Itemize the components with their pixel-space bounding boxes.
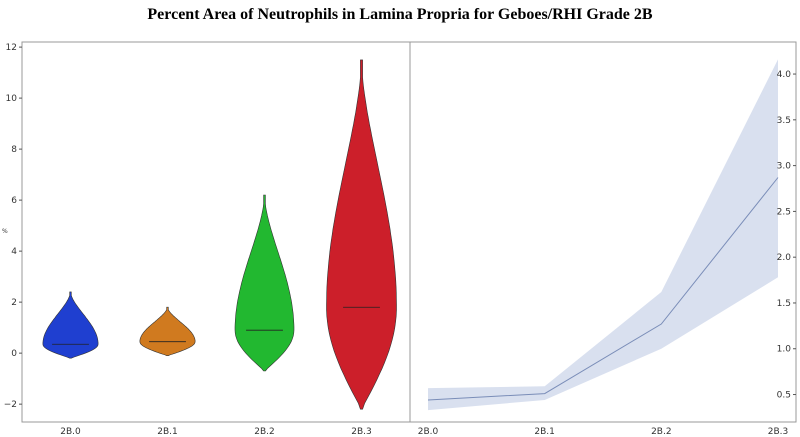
right-y-tick-label: 0.5 <box>777 391 791 401</box>
right-y-tick-label: 3.5 <box>777 116 791 126</box>
right-x-tick-label: 2B.0 <box>418 427 439 437</box>
y-tick-label: 0 <box>11 349 17 359</box>
y-tick-label: 10 <box>6 94 18 104</box>
violin-2B.3 <box>326 59 397 410</box>
right-x-tick-label: 2B.3 <box>768 427 789 437</box>
y-axis-label: % <box>2 228 8 235</box>
right-y-tick-label: 4.0 <box>777 70 792 80</box>
y-tick-label: 8 <box>11 145 17 155</box>
x-tick-label: 2B.1 <box>157 427 178 437</box>
right-y-tick-label: 1.5 <box>777 299 791 309</box>
violin-layer <box>42 59 397 410</box>
violin-2B.2 <box>234 194 295 372</box>
right-y-tick-label: 1.0 <box>777 345 792 355</box>
line-layer <box>427 59 779 411</box>
right-plot-frame <box>409 41 797 423</box>
confidence-band <box>428 59 778 411</box>
x-tick-label: 2B.3 <box>351 427 372 437</box>
right-y-tick-label: 2.0 <box>777 253 792 263</box>
chart-title: Percent Area of Neutrophils in Lamina Pr… <box>147 6 653 23</box>
right-x-tick-label: 2B.1 <box>534 427 555 437</box>
right-x-tick-label: 2B.2 <box>651 427 672 437</box>
violin-2B.1 <box>139 306 196 357</box>
y-tick-label: −2 <box>4 400 17 410</box>
y-tick-label: 6 <box>11 196 17 206</box>
y-tick-label: 4 <box>11 247 17 257</box>
right-y-tick-label: 2.5 <box>777 207 791 217</box>
y-tick-label: 2 <box>11 298 17 308</box>
x-tick-label: 2B.0 <box>60 427 81 437</box>
x-tick-label: 2B.2 <box>254 427 275 437</box>
y-tick-label: 12 <box>6 43 17 53</box>
right-y-tick-label: 3.0 <box>777 162 792 172</box>
axis-layer: −2 0 2 4 6 8 10 12 2B.0 2B.1 2B.2 2B.3 0.5 1.0 1.5 2.0 2… <box>4 43 796 437</box>
violin-2B.0 <box>42 291 99 359</box>
mean-line <box>427 177 779 401</box>
